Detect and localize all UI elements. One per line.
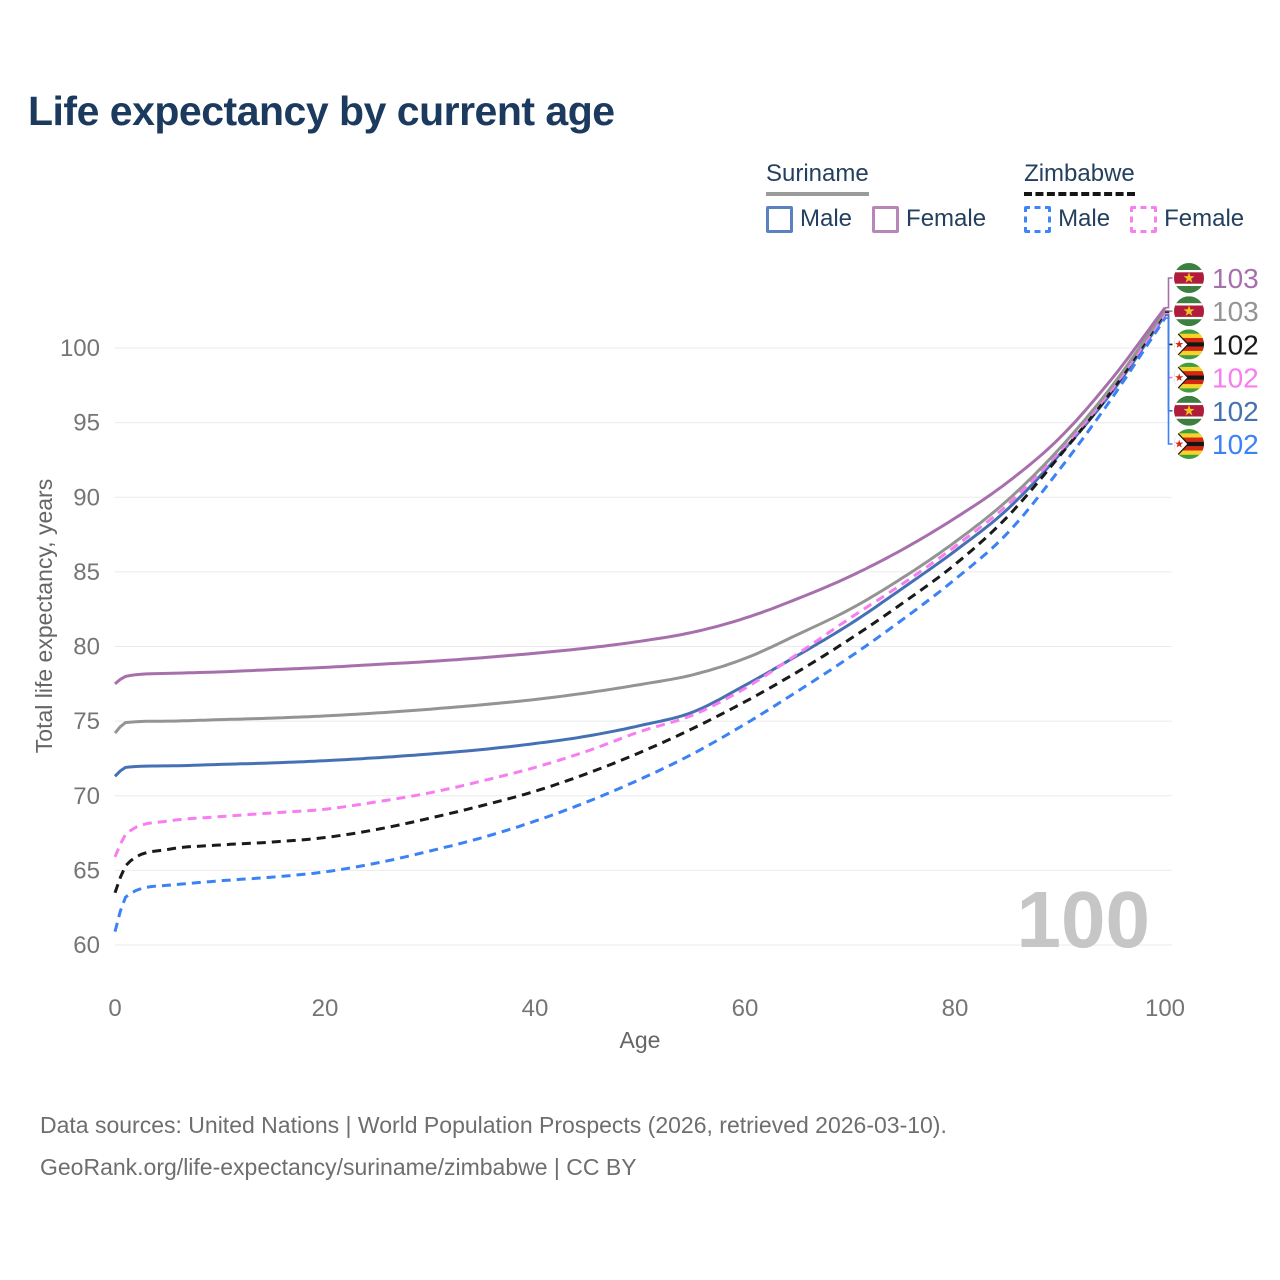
page-title: Life expectancy by current age	[28, 88, 615, 134]
line-suriname-female	[114, 306, 1167, 685]
y-tick-label: 80	[73, 634, 100, 661]
end-value-label: 102	[1212, 396, 1259, 427]
legend-item-suriname-female[interactable]: Female	[872, 205, 986, 233]
legend-swatch	[872, 205, 900, 233]
age-watermark: 100	[1017, 875, 1150, 964]
end-value-label: 102	[1212, 429, 1259, 460]
series-layer	[113, 306, 1167, 932]
legend-item-zimbabwe-male[interactable]: Male	[1024, 205, 1110, 233]
legend-country-title: Zimbabwe	[1024, 160, 1135, 196]
x-tick-label: 0	[108, 995, 121, 1022]
end-value-label: 102	[1212, 329, 1259, 360]
line-zimbabwe-female	[113, 312, 1167, 858]
legend-swatch	[766, 205, 793, 233]
legend-item-label: Female	[906, 205, 987, 232]
y-tick-label: 95	[73, 410, 100, 437]
legend-item-zimbabwe-female[interactable]: Female	[1130, 205, 1244, 233]
legend-swatch	[1130, 205, 1158, 233]
legend-item-label: Male	[1058, 205, 1111, 232]
y-axis-title: Total life expectancy, years	[31, 479, 57, 753]
legend-group-zimbabwe: Zimbabwe Male Female	[1024, 160, 1244, 233]
zimbabwe-flag-icon	[1173, 428, 1204, 460]
end-label-connector	[1165, 309, 1173, 312]
grid-layer	[115, 347, 1172, 946]
line-zimbabwe-male	[113, 317, 1167, 932]
x-tick-label: 40	[522, 995, 549, 1022]
y-tick-label: 100	[60, 335, 100, 362]
legend-item-label: Female	[1164, 205, 1245, 232]
x-tick-label: 60	[732, 995, 759, 1022]
legend-swatch	[1024, 205, 1052, 233]
y-tick-label: 90	[73, 484, 100, 511]
legend-item-suriname-male[interactable]: Male	[766, 205, 852, 233]
footer: Data sources: United Nations | World Pop…	[40, 1104, 947, 1188]
zimbabwe-flag-icon	[1173, 328, 1204, 360]
legend: Suriname Male Female Zimbabwe Male Female	[766, 160, 1244, 233]
y-tick-label: 60	[73, 932, 100, 959]
suriname-flag-icon	[1174, 296, 1204, 326]
zimbabwe-flag-icon	[1173, 362, 1204, 394]
y-tick-label: 65	[73, 857, 100, 884]
y-tick-label: 85	[73, 559, 100, 586]
legend-country-title: Suriname	[766, 160, 869, 196]
legend-item-label: Male	[800, 205, 853, 232]
x-axis-title: Age	[620, 1027, 661, 1053]
x-tick-label: 100	[1145, 995, 1185, 1022]
footer-data-sources: Data sources: United Nations | World Pop…	[40, 1112, 947, 1138]
end-label-connector	[1165, 277, 1173, 309]
footer-attribution: GeoRank.org/life-expectancy/suriname/zim…	[40, 1154, 637, 1180]
end-value-label: 103	[1212, 296, 1259, 327]
end-value-label: 103	[1212, 263, 1259, 294]
line-suriname-male	[113, 314, 1167, 778]
x-tick-label: 80	[942, 995, 969, 1022]
legend-group-suriname: Suriname Male Female	[766, 160, 986, 233]
suriname-flag-icon	[1174, 263, 1204, 293]
end-label-connector	[1165, 317, 1173, 445]
line-suriname-both	[113, 309, 1167, 735]
y-tick-label: 70	[73, 783, 100, 810]
line-zimbabwe-both	[113, 311, 1167, 894]
x-tick-label: 20	[312, 995, 339, 1022]
y-tick-label: 75	[73, 708, 100, 735]
end-value-label: 102	[1212, 363, 1259, 394]
tick-layer: 60 65 70 75 80 85 90 95 100 0 20 40 60 80 100	[60, 335, 1185, 1022]
suriname-flag-icon	[1174, 396, 1204, 426]
